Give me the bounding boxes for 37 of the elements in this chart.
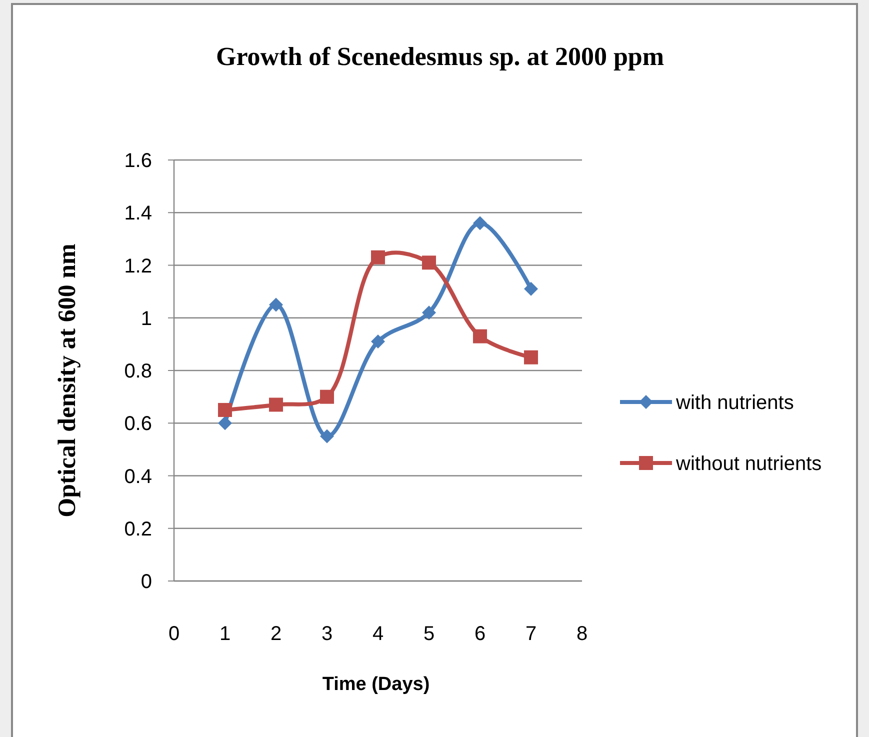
point: [218, 402, 232, 417]
x-tick-label: 3: [321, 623, 333, 645]
point: [320, 390, 334, 404]
x-tick-label: 6: [474, 623, 486, 645]
y-tick-label: 0.8: [124, 360, 152, 382]
y-tick-label: 1.2: [124, 255, 152, 278]
x-tick-label: 4: [372, 623, 384, 645]
x-axis-title: Time (Days): [322, 674, 430, 695]
x-tick-label: 8: [576, 623, 588, 645]
x-tick-label: 1: [219, 623, 231, 645]
legend-label: with nutrients: [675, 392, 794, 414]
x-tick-label: 2: [270, 623, 282, 645]
point: [320, 429, 334, 444]
x-tick-label: 7: [525, 623, 537, 645]
point: [371, 334, 385, 349]
y-axis-title: Optical density at 600 nm: [54, 244, 81, 518]
y-tick-label: 1.4: [124, 202, 152, 225]
y-tick-label: 0.6: [124, 413, 152, 436]
point: [473, 329, 487, 344]
y-tick-label: 0.2: [124, 518, 152, 540]
x-tick-label: 0: [168, 623, 180, 645]
y-tick-label: 0: [140, 571, 152, 593]
point: [422, 256, 436, 270]
y-tick-label: 1.6: [124, 150, 152, 172]
chart-title: Growth of Scenedesmus sp. at 2000 ppm: [216, 42, 664, 71]
point: [422, 306, 436, 320]
point: [218, 416, 232, 430]
point: [269, 298, 283, 312]
y-tick-label: 0.4: [124, 466, 152, 488]
y-tick-label: 1: [140, 308, 152, 330]
point: [269, 398, 283, 412]
point: [524, 282, 538, 296]
point: [371, 250, 385, 264]
legend-label: without nutrients: [675, 453, 822, 475]
x-tick-label: 5: [423, 623, 435, 645]
point: [473, 216, 487, 230]
point: [524, 350, 538, 364]
